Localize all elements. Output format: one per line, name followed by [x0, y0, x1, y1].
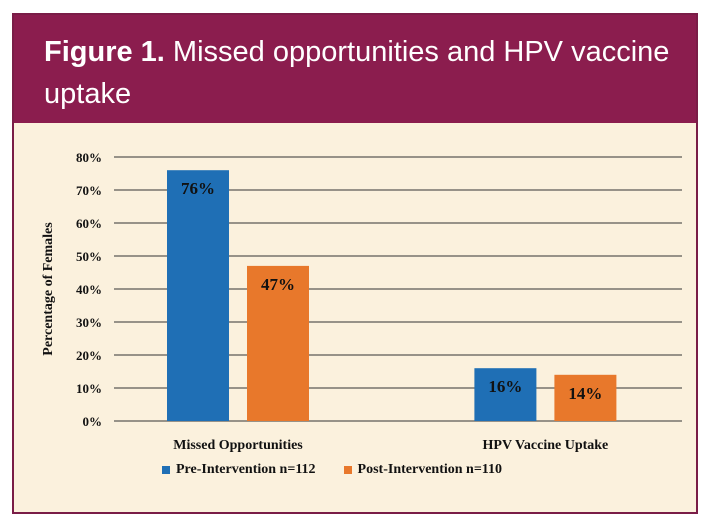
y-tick-label: 60%: [76, 216, 102, 231]
data-label: 16%: [488, 377, 522, 396]
y-tick-label: 30%: [76, 315, 102, 330]
legend-label-post: Post-Intervention n=110: [357, 462, 503, 477]
y-tick-label: 10%: [76, 381, 102, 396]
data-label: 47%: [261, 275, 295, 294]
y-tick-label: 20%: [76, 348, 102, 363]
legend-swatch-post: [343, 466, 352, 474]
y-tick-label: 80%: [76, 150, 102, 165]
figure-panel: Figure 1. Missed opportunities and HPV v…: [12, 13, 698, 514]
legend-swatch-pre: [162, 466, 170, 474]
y-axis-label: Percentage of Females: [41, 222, 56, 356]
y-tick-label: 40%: [76, 282, 102, 297]
figure-label: Figure 1.: [44, 36, 165, 68]
bar: [167, 170, 229, 421]
data-label: 76%: [181, 179, 215, 198]
legend-label-pre: Pre-Intervention n=112: [176, 462, 316, 477]
bar: [474, 368, 537, 421]
figure-header: Figure 1. Missed opportunities and HPV v…: [14, 15, 696, 123]
bar: [554, 374, 617, 421]
figure-title: Missed opportunities and HPV vaccine upt…: [44, 36, 670, 110]
x-tick-label: Missed Opportunities: [173, 438, 303, 453]
bar: [247, 265, 309, 421]
x-tick-label: HPV Vaccine Uptake: [483, 438, 609, 453]
y-tick-label: 0%: [83, 414, 103, 429]
y-tick-label: 70%: [76, 183, 102, 198]
legend-item-post: Post-Intervention n=110: [343, 462, 503, 478]
bar-chart: 0% 10% 20% 30% 40% 50% 60% 70% 80% Percentage of …: [41, 150, 682, 453]
y-tick-label: 50%: [76, 249, 102, 264]
chart-legend: Pre-Intervention n=112 Post-Intervention…: [162, 462, 530, 478]
legend-item-pre: Pre-Intervention n=112: [162, 462, 316, 478]
data-label: 14%: [568, 384, 602, 403]
